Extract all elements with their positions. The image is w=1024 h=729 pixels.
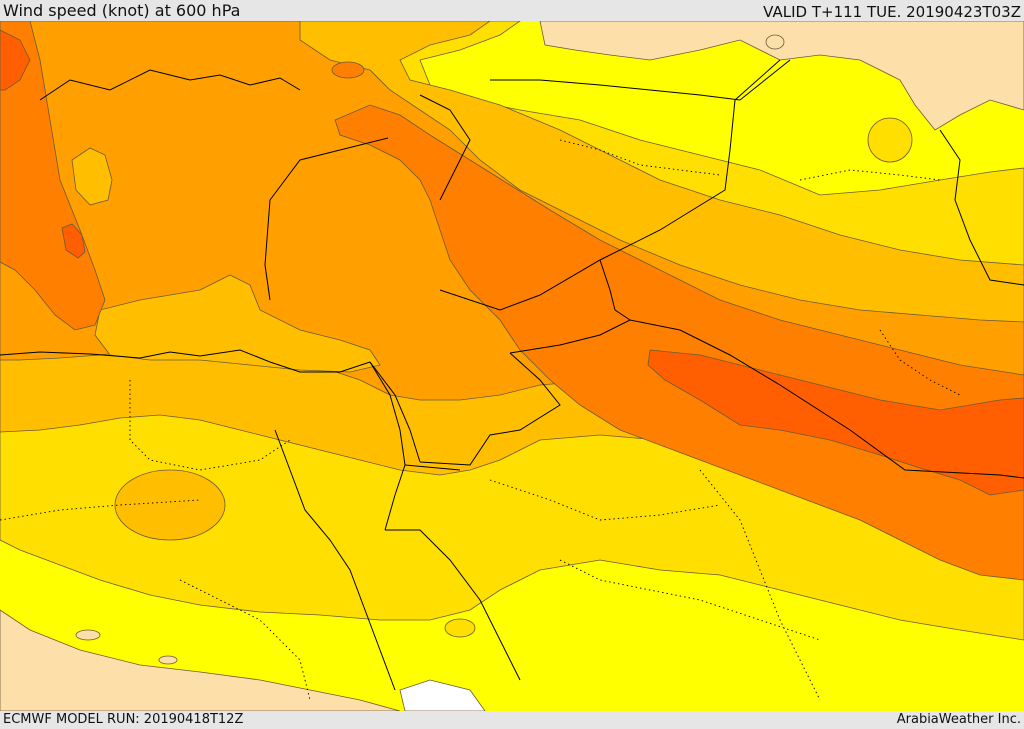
band-dark-orange [334,104,1024,581]
band-red-orange-west [0,29,31,91]
band-light-orange-spot [71,147,113,206]
white-patch-south [399,679,486,711]
band-light-orange-island [94,274,381,373]
spot-tan-2 [158,655,178,665]
band-red-orange-spot [61,223,86,259]
wind-speed-map [0,21,1024,711]
spot-dark-orange-anatolia [331,61,365,79]
admin-borders [0,139,961,701]
spot-gold-east [867,117,913,163]
map-title: Wind speed (knot) at 600 hPa [3,1,241,20]
spot-tan-3 [765,34,785,50]
spot-gold-south [444,618,476,638]
country-borders [369,59,1024,479]
model-run: ECMWF MODEL RUN: 20190418T12Z [3,712,244,727]
tan-patch-northeast [539,21,1024,131]
spot-tan-1 [75,629,101,641]
coastlines [0,59,1024,691]
band-red-orange [647,349,1024,496]
credit-label: ArabiaWeather Inc. [896,712,1021,727]
valid-time: VALID T+111 TUE. 20190423T03Z [763,3,1021,21]
tan-patch-southwest [0,609,401,711]
footer-bar: ECMWF MODEL RUN: 20190418T12Z ArabiaWeat… [0,711,1024,729]
header-bar: Wind speed (knot) at 600 hPa VALID T+111… [0,0,1024,21]
spot-light-orange-sinai [114,469,226,541]
